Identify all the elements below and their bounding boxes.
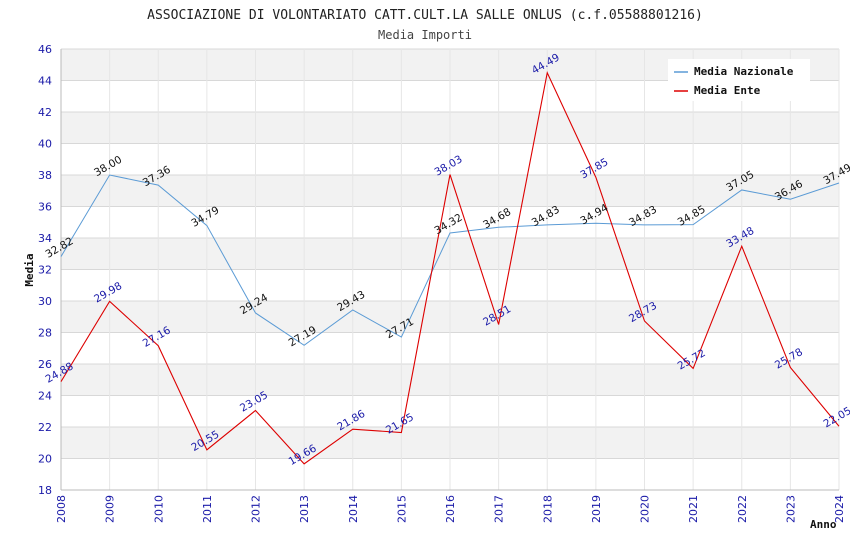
x-tick-label: 2012 [250,495,263,523]
y-tick-label: 22 [38,421,52,434]
y-tick-label: 30 [38,295,52,308]
x-tick-label: 2016 [444,495,457,523]
y-tick-label: 28 [38,327,52,340]
y-tick-label: 18 [38,484,52,497]
y-tick-label: 36 [38,201,52,214]
y-tick-label: 20 [38,453,52,466]
y-tick-label: 24 [38,390,52,403]
y-tick-label: 32 [38,264,52,277]
x-tick-label: 2010 [152,495,165,523]
grid-bands [60,48,840,491]
legend: Media Nazionale Media Ente [668,59,810,101]
x-tick-label: 2018 [541,495,554,523]
y-tick-label: 46 [38,43,52,56]
x-tick-label: 2021 [687,495,700,523]
series-line-media-nazionale [60,174,840,346]
x-tick-label: 2017 [493,495,506,523]
y-axis: 18 20 22 24 26 28 30 32 34 36 38 40 42 44 46 [38,43,52,497]
legend-label-nazionale: Media Nazionale [694,65,794,78]
legend-label-ente: Media Ente [694,84,761,97]
chart-subtitle: Media Importi [378,28,472,42]
x-tick-label: 2013 [298,495,311,523]
x-tick-label: 2022 [736,495,749,523]
x-axis: 2008 2009 2010 2011 2012 2013 2014 2015 2016 2017… [55,495,846,523]
series-line-media-ente [60,71,840,465]
x-tick-label: 2015 [395,495,408,523]
chart-title: ASSOCIAZIONE DI VOLONTARIATO CATT.CULT.L… [147,8,703,23]
x-tick-label: 2024 [833,495,846,523]
y-tick-label: 38 [38,169,52,182]
series-lines [60,71,840,465]
y-tick-label: 40 [38,138,52,151]
x-tick-label: 2011 [201,495,214,523]
y-tick-label: 44 [38,75,52,88]
y-tick-label: 42 [38,106,52,119]
x-tick-label: 2014 [347,495,360,523]
x-tick-label: 2019 [590,495,603,523]
x-tick-label: 2009 [104,495,117,523]
x-tick-label: 2008 [55,495,68,523]
legend-box [668,59,810,101]
y-tick-label: 26 [38,358,52,371]
x-axis-label: Anno [810,518,837,531]
x-tick-label: 2023 [784,495,797,523]
y-axis-label: Media [23,253,36,286]
x-tick-label: 2020 [639,495,652,523]
y-tick-label: 34 [38,232,52,245]
